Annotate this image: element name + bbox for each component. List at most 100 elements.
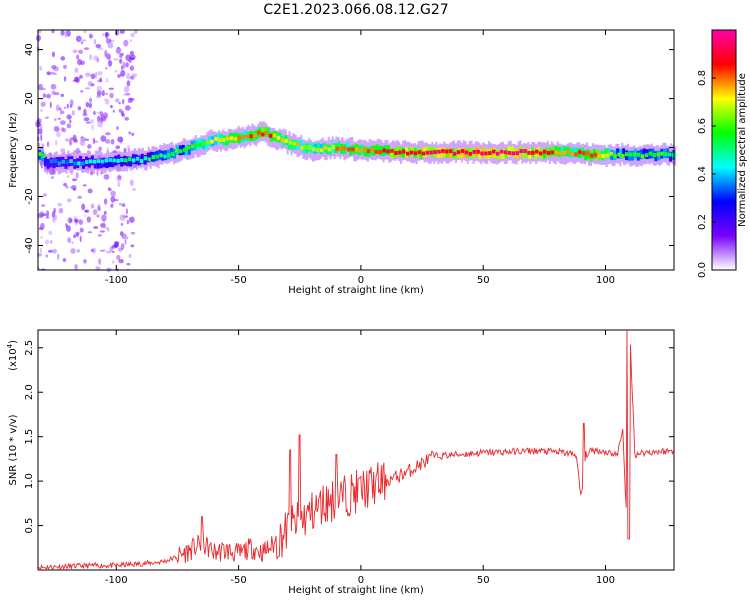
- heatmap-x-tick-label: 0: [358, 275, 364, 286]
- heatmap-noise-cell: [73, 218, 79, 223]
- heatmap-cell: [46, 158, 50, 169]
- heatmap-noise-cell: [74, 264, 78, 271]
- heatmap-noise-cell: [90, 119, 94, 124]
- heatmap-core-cell: [437, 149, 441, 154]
- heatmap-noise-cell: [130, 244, 135, 248]
- heatmap-noise-cell: [39, 247, 42, 253]
- heatmap-noise-cell: [113, 240, 120, 245]
- heatmap-core-cell: [92, 159, 97, 164]
- heatmap-core-cell: [88, 159, 93, 164]
- heatmap-noise-cell: [67, 174, 70, 178]
- heatmap-core-cell: [617, 152, 621, 157]
- heatmap-core-cell: [562, 151, 566, 155]
- heatmap-noise-cell: [96, 169, 99, 176]
- heatmap-noise-cell: [105, 37, 111, 44]
- heatmap-noise-cell: [57, 117, 62, 120]
- heatmap-noise-cell: [110, 138, 115, 145]
- heatmap-noise-cell: [39, 211, 45, 218]
- heatmap-noise-cell: [116, 126, 119, 130]
- heatmap-core-cell: [229, 136, 234, 141]
- heatmap-noise-cell: [44, 239, 50, 245]
- heatmap-core-cell: [139, 159, 144, 164]
- heatmap-core-cell: [182, 148, 187, 152]
- heatmap-noise-cell: [74, 67, 79, 74]
- heatmap-cell: [375, 144, 379, 154]
- heatmap-core-cell: [390, 148, 394, 153]
- heatmap-noise-cell: [99, 77, 103, 83]
- heatmap-noise-cell: [55, 104, 60, 112]
- heatmap-noise-cell: [78, 219, 83, 225]
- heatmap-noise-cell: [119, 214, 126, 221]
- heatmap-noise-cell: [41, 87, 46, 91]
- heatmap-core-cell: [202, 141, 206, 146]
- heatmap-noise-cell: [123, 86, 130, 93]
- heatmap-core-cell: [578, 150, 582, 155]
- heatmap-noise-cell: [58, 107, 62, 110]
- heatmap-noise-cell: [79, 139, 86, 147]
- heatmap-noise-cell: [101, 214, 107, 222]
- heatmap-noise-cell: [46, 71, 51, 76]
- heatmap-noise-cell: [126, 80, 131, 87]
- heatmap-noise-cell: [60, 29, 65, 36]
- heatmap-noise-cell: [113, 58, 119, 61]
- heatmap-noise-cell: [120, 65, 124, 70]
- heatmap-noise-cell: [69, 139, 73, 146]
- heatmap-noise-cell: [73, 234, 76, 239]
- heatmap-noise-cell: [89, 33, 93, 39]
- heatmap-core-cell: [460, 149, 465, 154]
- heatmap-noise-cell: [103, 210, 107, 215]
- heatmap-noise-cell: [40, 204, 46, 207]
- heatmap-noise-cell: [75, 172, 79, 179]
- heatmap-noise-cell: [60, 93, 65, 97]
- heatmap-noise-cell: [96, 85, 102, 92]
- heatmap-noise-cell: [76, 249, 81, 253]
- heatmap-core-cell: [73, 161, 77, 166]
- heatmap-noise-cell: [93, 225, 99, 230]
- heatmap-core-cell: [546, 151, 551, 155]
- heatmap-cell: [149, 151, 153, 162]
- heatmap-core-cell: [554, 150, 559, 155]
- heatmap-noise-cell: [95, 44, 102, 49]
- heatmap-core-cell: [448, 149, 453, 154]
- heatmap-core-cell: [507, 150, 512, 155]
- heatmap-noise-cell: [70, 185, 75, 189]
- heatmap-core-cell: [331, 145, 336, 150]
- heatmap-noise-cell: [63, 64, 67, 69]
- heatmap-noise-cell: [88, 97, 93, 103]
- heatmap-core-cell: [382, 148, 386, 153]
- heatmap-noise-cell: [65, 186, 69, 189]
- heatmap-core-cell: [265, 130, 269, 135]
- heatmap-noise-cell: [110, 204, 114, 208]
- colorbar: [711, 29, 737, 271]
- heatmap-noise-cell: [56, 253, 60, 260]
- heatmap-noise-cell: [83, 47, 90, 51]
- heatmap-cell: [498, 149, 502, 159]
- heatmap-noise-cell: [83, 108, 87, 116]
- heatmap-core-cell: [261, 132, 265, 137]
- heatmap-noise-cell: [126, 236, 129, 240]
- heatmap-core-cell: [131, 158, 136, 163]
- heatmap-x-axis-label: Height of straight line (km): [288, 285, 424, 296]
- heatmap-noise-cell: [98, 258, 102, 265]
- heatmap-core-cell: [656, 152, 660, 157]
- heatmap-noise-cell: [103, 198, 108, 205]
- heatmap-noise-cell: [71, 110, 75, 116]
- heatmap-noise-cell: [45, 216, 50, 219]
- heatmap-noise-cell: [66, 123, 72, 129]
- heatmap-core-cell: [413, 151, 418, 156]
- heatmap-noise-cell: [130, 32, 135, 38]
- heatmap-x-tick-label: -100: [105, 275, 128, 286]
- heatmap-noise-cell: [117, 181, 121, 188]
- heatmap-noise-cell: [87, 80, 93, 87]
- heatmap-noise-cell: [60, 148, 66, 154]
- heatmap-core-cell: [585, 151, 590, 156]
- heatmap-noise-cell: [99, 111, 103, 117]
- heatmap-core-cell: [155, 154, 159, 159]
- heatmap-core-cell: [351, 147, 355, 152]
- heatmap-cell: [510, 146, 514, 156]
- heatmap-core-cell: [288, 140, 292, 145]
- heatmap-core-cell: [445, 149, 449, 154]
- heatmap-noise-cell: [39, 109, 44, 112]
- heatmap-noise-cell: [97, 121, 103, 128]
- heatmap-core-cell: [613, 154, 617, 158]
